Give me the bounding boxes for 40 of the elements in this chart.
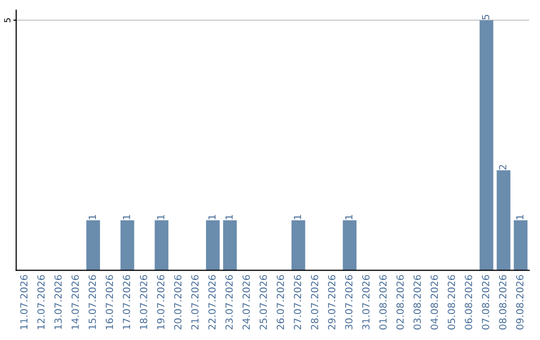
x-tick-label: 16.07.2026 — [106, 275, 114, 330]
x-tick-label: 29.07.2026 — [328, 275, 336, 330]
x-tick-label: 28.07.2026 — [310, 275, 318, 330]
data-label: 1 — [122, 214, 130, 220]
x-tick-label: 13.07.2026 — [54, 275, 62, 330]
data-label: 1 — [294, 214, 302, 220]
data-label: 1 — [516, 214, 524, 220]
x-tick-label: 23.07.2026 — [225, 275, 233, 330]
x-tick-label: 19.07.2026 — [157, 275, 164, 330]
data-label: 1 — [208, 214, 216, 220]
x-tick-label: 14.07.2026 — [72, 275, 79, 330]
x-tick-label: 26.07.2026 — [276, 275, 284, 330]
x-tick-label: 30.07.2026 — [345, 275, 352, 330]
x-tick-label: 20.07.2026 — [174, 275, 182, 330]
x-tick-label: 12.07.2026 — [37, 275, 45, 330]
x-tick-label: 09.08.2026 — [516, 275, 524, 330]
x-tick-label: 22.07.2026 — [208, 275, 216, 330]
x-tick-label: 08.08.2026 — [499, 275, 506, 330]
data-label: 1 — [157, 214, 164, 220]
data-label: 2 — [499, 165, 506, 170]
x-tick-label: 01.08.2026 — [379, 275, 387, 330]
x-tick-label: 21.07.2026 — [191, 275, 199, 330]
x-tick-label: 25.07.2026 — [260, 275, 267, 330]
x-tick-label: 15.07.2026 — [88, 275, 96, 330]
x-tick-label: 06.08.2026 — [464, 275, 472, 330]
x-tick-label: 02.08.2026 — [396, 275, 404, 330]
data-label: 5 — [482, 14, 490, 20]
data-label: 1 — [345, 214, 352, 220]
x-tick-label: 05.08.2026 — [448, 275, 456, 330]
data-label: 1 — [88, 214, 96, 220]
x-tick-label: 27.07.2026 — [294, 275, 302, 330]
x-tick-label: 17.07.2026 — [122, 275, 130, 330]
x-tick-label: 24.07.2026 — [242, 275, 250, 330]
x-tick-label: 31.07.2026 — [362, 275, 370, 330]
data-label: 1 — [226, 214, 233, 220]
x-tick-label: 07.08.2026 — [482, 275, 490, 330]
x-tick-label: 03.08.2026 — [414, 275, 421, 330]
x-tick-label: 04.08.2026 — [430, 275, 438, 330]
x-tick-label: 18.07.2026 — [140, 275, 148, 330]
x-tick-label: 11.07.2026 — [20, 275, 28, 330]
